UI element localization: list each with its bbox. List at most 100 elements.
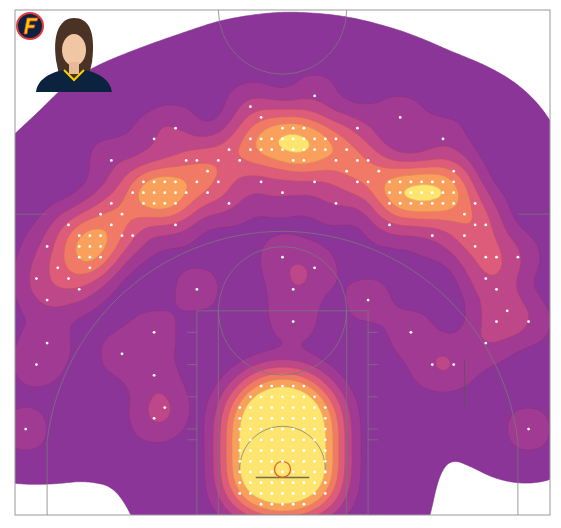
shot-point — [174, 223, 177, 226]
shot-point — [249, 138, 252, 141]
shot-point — [249, 438, 252, 441]
density-level — [15, 75, 550, 515]
team-logo — [17, 13, 43, 39]
shot-point — [67, 223, 70, 226]
shot-point — [228, 148, 231, 151]
shot-point — [238, 471, 241, 474]
shot-point — [303, 385, 306, 388]
density-level — [239, 134, 441, 503]
shot-point — [324, 438, 327, 441]
shot-point — [474, 202, 477, 205]
shot-point — [303, 481, 306, 484]
shot-point — [142, 191, 145, 194]
shot-point — [35, 363, 38, 366]
shot-point — [313, 148, 316, 151]
shot-point — [303, 460, 306, 463]
shot-point — [292, 288, 295, 291]
shot-point — [153, 417, 156, 420]
shot-point — [303, 159, 306, 162]
shot-point — [313, 95, 316, 98]
shot-point — [185, 159, 188, 162]
shot-point — [260, 417, 263, 420]
shot-point — [174, 127, 177, 130]
shot-point — [495, 320, 498, 323]
shot-point — [270, 138, 273, 141]
shot-point — [313, 481, 316, 484]
shot-point — [46, 299, 49, 302]
shot-point — [303, 471, 306, 474]
shot-point — [281, 481, 284, 484]
shot-point — [303, 428, 306, 431]
shot-point — [292, 503, 295, 506]
shot-point — [206, 170, 209, 173]
shot-point — [303, 492, 306, 495]
shot-point — [196, 159, 199, 162]
shot-point — [270, 471, 273, 474]
shot-point — [292, 320, 295, 323]
shot-point — [121, 234, 124, 237]
shot-point — [67, 277, 70, 280]
shot-point — [377, 170, 380, 173]
shot-point — [217, 159, 220, 162]
shot-point — [260, 406, 263, 409]
shot-point — [324, 481, 327, 484]
shot-point — [89, 266, 92, 269]
shot-point — [249, 471, 252, 474]
shot-point — [35, 277, 38, 280]
shot-point — [260, 385, 263, 388]
shot-point — [367, 159, 370, 162]
shot-point — [131, 191, 134, 194]
shot-point — [238, 159, 241, 162]
shot-point — [131, 234, 134, 237]
neck — [69, 62, 79, 74]
shot-point — [313, 471, 316, 474]
shot-point — [345, 148, 348, 151]
shot-point — [463, 213, 466, 216]
shot-point — [89, 256, 92, 259]
shot-point — [410, 331, 413, 334]
shot-point — [99, 245, 102, 248]
shot-point — [260, 181, 263, 184]
shot-point — [484, 342, 487, 345]
shot-point — [303, 406, 306, 409]
shot-point — [474, 223, 477, 226]
lane-hash — [187, 332, 377, 333]
shot-point — [238, 492, 241, 495]
inner-lane — [218, 311, 346, 515]
shot-point — [249, 428, 252, 431]
shot-point — [335, 159, 338, 162]
rim — [274, 461, 290, 477]
shot-point — [270, 385, 273, 388]
shot-point — [185, 191, 188, 194]
logo-mark — [24, 18, 38, 34]
shot-point — [78, 245, 81, 248]
shot-point — [281, 191, 284, 194]
shot-point — [281, 395, 284, 398]
shot-point — [174, 202, 177, 205]
density-level — [64, 117, 472, 515]
shot-point — [313, 138, 316, 141]
density-level — [49, 109, 502, 515]
shot-point — [388, 181, 391, 184]
shot-point — [410, 191, 413, 194]
jersey — [36, 70, 112, 92]
density-level — [76, 124, 459, 511]
shot-point — [324, 417, 327, 420]
shot-point — [260, 138, 263, 141]
shot-point — [292, 428, 295, 431]
shot-point — [313, 266, 316, 269]
shot-point — [281, 148, 284, 151]
shot-point — [270, 449, 273, 452]
shot-point — [238, 417, 241, 420]
shot-point — [99, 213, 102, 216]
player-photo — [36, 18, 112, 92]
shot-point — [292, 385, 295, 388]
shot-point — [270, 503, 273, 506]
court-frame — [15, 10, 550, 515]
shot-point — [238, 406, 241, 409]
jersey-trim — [64, 70, 84, 80]
shot-point — [335, 202, 338, 205]
hash-28 — [15, 214, 550, 215]
shot-point — [281, 127, 284, 130]
shot-point — [292, 406, 295, 409]
